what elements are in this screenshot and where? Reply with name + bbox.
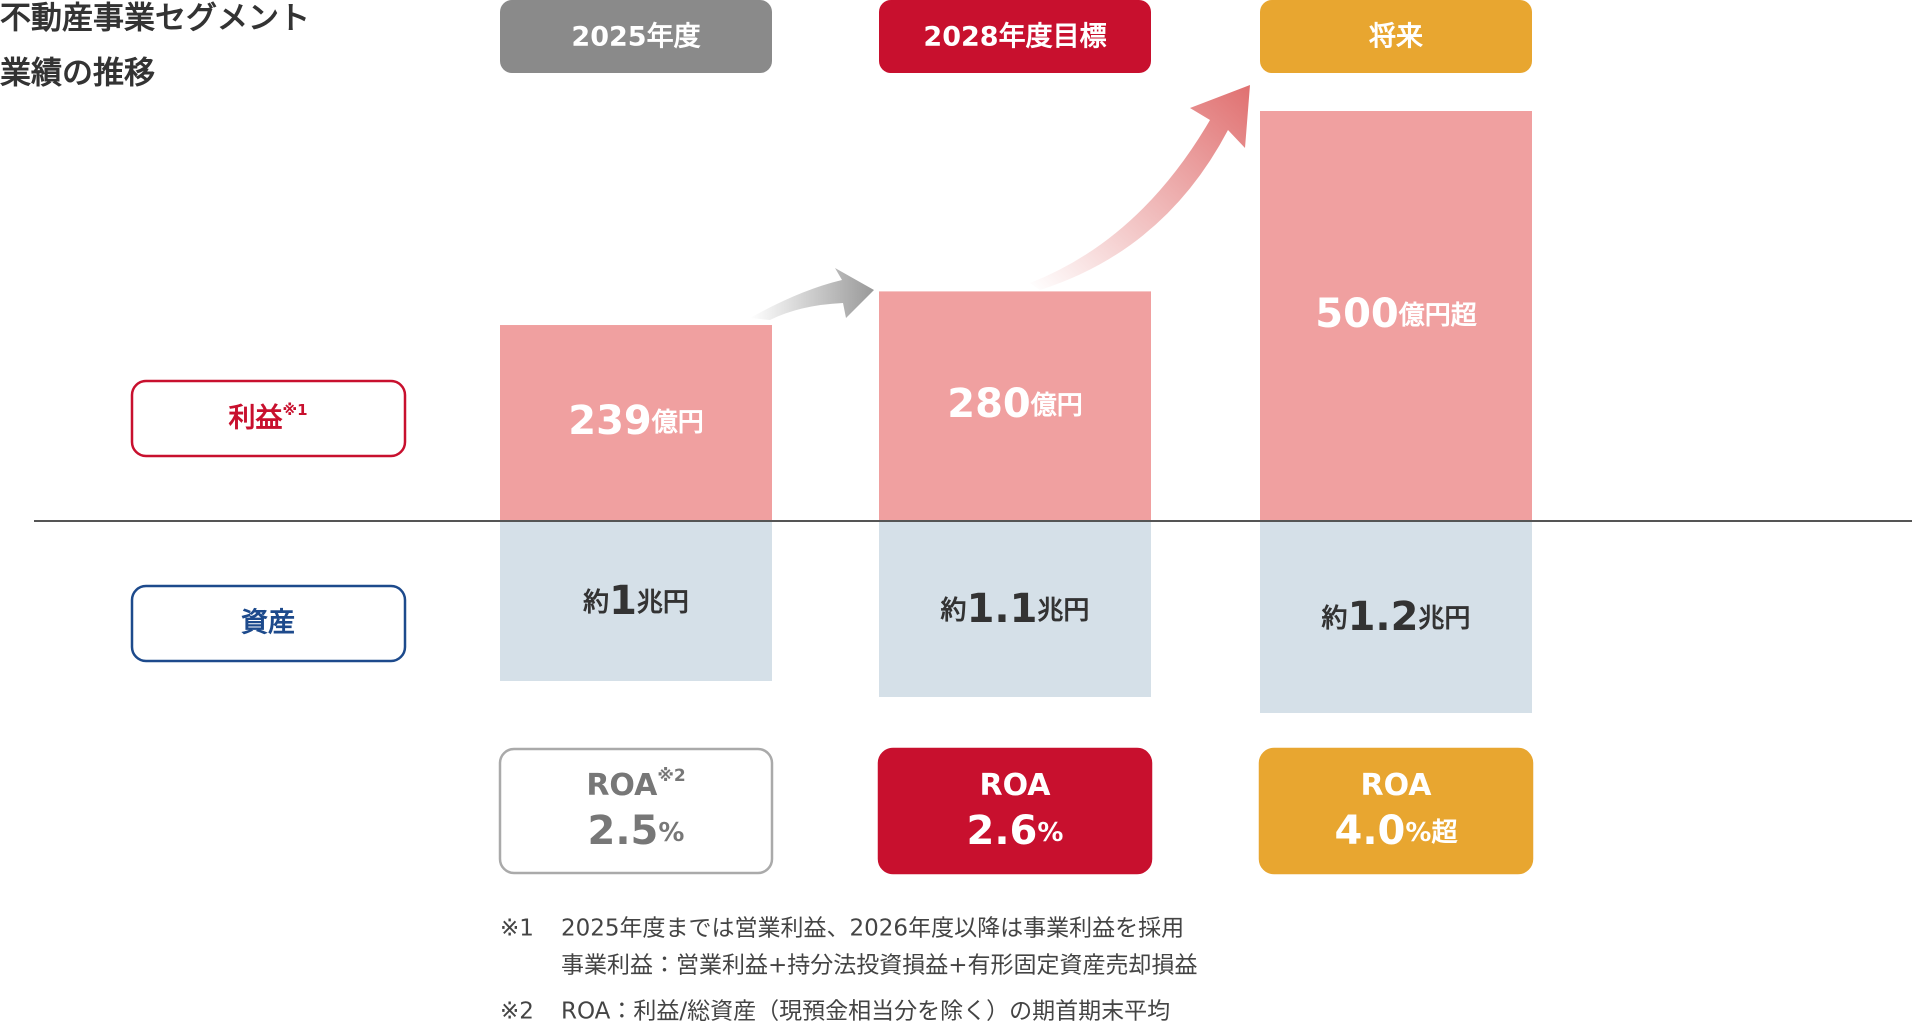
footnote-text: 2025年度までは営業利益、2026年度以降は事業利益を採用 xyxy=(561,916,1184,942)
profit-bar xyxy=(879,291,1151,521)
roa-title: ROA xyxy=(1360,768,1432,803)
roa-unit: % xyxy=(1037,818,1063,848)
assets-label: 約1.2兆円 xyxy=(1321,594,1471,640)
profit-label: 利益※1 xyxy=(228,401,307,434)
assets-value: 1.1 xyxy=(967,586,1038,632)
roa-unit: % xyxy=(658,818,684,848)
profit-value: 239 xyxy=(568,398,652,444)
assets-label: 約1.1兆円 xyxy=(940,586,1090,632)
profit-unit: 億円 xyxy=(651,408,704,438)
assets-label: 資産 xyxy=(241,608,295,639)
roa-label: ROA xyxy=(979,768,1051,803)
title: 不動産事業セグメント xyxy=(0,1,310,37)
roa-box xyxy=(498,747,774,875)
profit-unit: 億円 xyxy=(1030,391,1083,421)
profit-bar xyxy=(500,325,772,521)
arrow xyxy=(1030,85,1250,290)
profit-label: 500億円超 xyxy=(1315,291,1478,337)
assets-unit: 兆円 xyxy=(1037,596,1089,626)
assets-value: 1.2 xyxy=(1348,594,1419,640)
assets-label: 約1兆円 xyxy=(582,578,689,624)
assets-value: 1 xyxy=(609,578,637,624)
assets-label-box xyxy=(130,584,407,663)
roa-value: 2.5 xyxy=(588,808,659,854)
header-pill xyxy=(500,0,772,73)
assets-bar xyxy=(879,521,1151,697)
assets-prefix: 約 xyxy=(582,587,609,618)
profit-unit: 億円超 xyxy=(1398,301,1478,331)
assets-unit: 兆円 xyxy=(637,588,689,618)
roa-box xyxy=(877,747,1153,875)
roa-unit: %超 xyxy=(1405,818,1458,848)
assets-bar xyxy=(500,521,772,681)
column-header: 将来 xyxy=(1369,22,1423,53)
assets-prefix: 約 xyxy=(940,595,967,626)
footnote-mark: ※2 xyxy=(500,999,534,1025)
profit-label: 239億円 xyxy=(568,398,704,444)
roa-box xyxy=(1258,747,1534,875)
roa-label: ROA xyxy=(1360,768,1432,803)
roa-value-label: 2.6% xyxy=(967,808,1064,854)
roa-value: 2.6 xyxy=(967,808,1038,854)
header-pill xyxy=(879,0,1151,73)
title: 業績の推移 xyxy=(0,56,155,92)
assets-bar xyxy=(1260,521,1532,713)
roa-value-label: 2.5% xyxy=(588,808,685,854)
profit-label: 280億円 xyxy=(947,381,1083,427)
column-header: 2028年度目標 xyxy=(923,21,1106,53)
footnote-text: 事業利益：営業利益+持分法投資損益+有形固定資産売却損益 xyxy=(561,953,1198,979)
footnote-mark: ※1 xyxy=(500,916,534,942)
roa-note: ※2 xyxy=(657,766,685,786)
column-header: 2025年度 xyxy=(571,21,700,53)
profit-value: 500 xyxy=(1315,291,1399,337)
roa-label: ROA※2 xyxy=(586,766,685,803)
footnote-text: ROA：利益/総資産（現預金相当分を除く）の期首期末平均 xyxy=(561,999,1170,1025)
arrow xyxy=(750,268,874,320)
profit-label-box xyxy=(130,379,407,458)
assets-unit: 兆円 xyxy=(1418,604,1470,634)
roa-title: ROA xyxy=(586,768,658,803)
roa-value-label: 4.0%超 xyxy=(1335,808,1459,854)
roa-value: 4.0 xyxy=(1335,808,1406,854)
profit-bar xyxy=(1260,111,1532,521)
assets-prefix: 約 xyxy=(1321,603,1348,634)
header-pill xyxy=(1260,0,1532,73)
roa-title: ROA xyxy=(979,768,1051,803)
profit-value: 280 xyxy=(947,381,1031,427)
